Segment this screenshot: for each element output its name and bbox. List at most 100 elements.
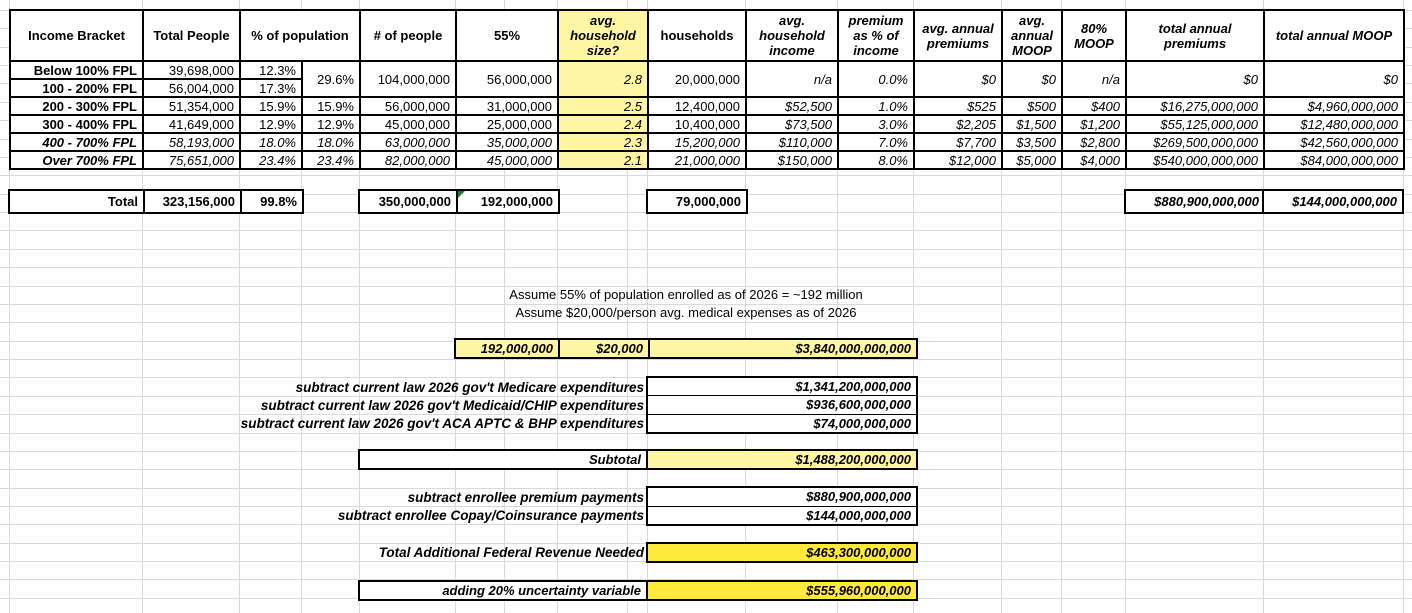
label-subtract-medicare[interactable]: subtract current law 2026 gov't Medicare… xyxy=(295,380,644,395)
cell-r6-pct-b[interactable]: 23.4% xyxy=(301,150,361,170)
cell-r3-pct-a[interactable]: 15.9% xyxy=(239,96,303,116)
cell-m12-80-moop[interactable]: n/a xyxy=(1061,60,1127,98)
cell-r5-avg-moop[interactable]: $3,500 xyxy=(1001,132,1063,152)
header-total-annual-moop[interactable]: total annual MOOP xyxy=(1263,9,1405,62)
cell-r4-enrolled-55[interactable]: 25,000,000 xyxy=(455,114,559,134)
cell-r5-total-moop[interactable]: $42,560,000,000 xyxy=(1263,132,1405,152)
cell-r2-pct[interactable]: 17.3% xyxy=(239,78,303,98)
cell-r4-avg-moop[interactable]: $1,500 xyxy=(1001,114,1063,134)
header-total-people[interactable]: Total People xyxy=(142,9,241,62)
cell-r3-household-size[interactable]: 2.5 xyxy=(557,96,649,116)
cell-r4-pct-b[interactable]: 12.9% xyxy=(301,114,361,134)
cell-subtotal-value[interactable]: $1,488,200,000,000 xyxy=(648,451,916,468)
cell-m12-premium-pct[interactable]: 0.0% xyxy=(837,60,915,98)
cell-m12-avg-income[interactable]: n/a xyxy=(745,60,839,98)
cell-uncertainty-label[interactable]: adding 20% uncertainty variable xyxy=(442,583,641,598)
cell-uncertainty-value[interactable]: $555,960,000,000 xyxy=(648,582,916,599)
cell-r3-households[interactable]: 12,400,000 xyxy=(647,96,747,116)
cell-r4-total-premiums[interactable]: $55,125,000,000 xyxy=(1125,114,1265,134)
header-pct-population[interactable]: % of population xyxy=(239,9,361,62)
cell-enrollee-copay-value[interactable]: $144,000,000,000 xyxy=(648,505,916,525)
header-income-bracket[interactable]: Income Bracket xyxy=(9,9,144,62)
cell-r4-household-size[interactable]: 2.4 xyxy=(557,114,649,134)
cell-r5-households[interactable]: 15,200,000 xyxy=(647,132,747,152)
header-num-people[interactable]: # of people xyxy=(359,9,457,62)
cell-r3-bracket[interactable]: 200 - 300% FPL xyxy=(9,96,144,116)
cell-enrollee-premiums-value[interactable]: $880,900,000,000 xyxy=(806,489,911,505)
cell-total-pct[interactable]: 99.8% xyxy=(240,191,302,212)
cell-r6-premium-pct[interactable]: 8.0% xyxy=(837,150,915,170)
cell-r3-enrolled-55[interactable]: 31,000,000 xyxy=(455,96,559,116)
label-total-revenue-needed[interactable]: Total Additional Federal Revenue Needed xyxy=(378,545,644,560)
header-avg-annual-premiums[interactable]: avg. annual premiums xyxy=(913,9,1003,62)
cell-r5-total-premiums[interactable]: $269,500,000,000 xyxy=(1125,132,1265,152)
header-households[interactable]: households xyxy=(647,9,747,62)
cell-m12-total-moop[interactable]: $0 xyxy=(1263,60,1405,98)
cell-total-annual-premiums[interactable]: $880,900,000,000 xyxy=(1154,194,1259,209)
cell-m12-avg-moop[interactable]: $0 xyxy=(1001,60,1063,98)
cell-r6-total-moop[interactable]: $84,000,000,000 xyxy=(1263,150,1405,170)
cell-r3-avg-income[interactable]: $52,500 xyxy=(745,96,839,116)
cell-m12-avg-premium[interactable]: $0 xyxy=(913,60,1003,98)
cell-r6-bracket[interactable]: Over 700% FPL xyxy=(9,150,144,170)
cell-r6-80-moop[interactable]: $4,000 xyxy=(1061,150,1127,170)
cell-r2-bracket[interactable]: 100 - 200% FPL xyxy=(9,78,144,98)
cell-base-total-expenses[interactable]: $3,840,000,000,000 xyxy=(648,340,916,357)
cell-r4-num-people[interactable]: 45,000,000 xyxy=(359,114,457,134)
cell-base-enrolled[interactable]: 192,000,000 xyxy=(456,340,558,357)
cell-m12-household-size[interactable]: 2.8 xyxy=(557,60,649,98)
cell-r5-avg-income[interactable]: $110,000 xyxy=(745,132,839,152)
label-subtract-aca-aptc-bhp[interactable]: subtract current law 2026 gov't ACA APTC… xyxy=(240,416,644,431)
cell-r6-avg-moop[interactable]: $5,000 xyxy=(1001,150,1063,170)
cell-r6-num-people[interactable]: 82,000,000 xyxy=(359,150,457,170)
cell-total-revenue-value[interactable]: $463,300,000,000 xyxy=(648,544,916,561)
cell-r3-avg-moop[interactable]: $500 xyxy=(1001,96,1063,116)
cell-m12-num-people[interactable]: 104,000,000 xyxy=(359,60,457,98)
cell-r4-avg-income[interactable]: $73,500 xyxy=(745,114,839,134)
cell-r6-total-premiums[interactable]: $540,000,000,000 xyxy=(1125,150,1265,170)
cell-r1-bracket[interactable]: Below 100% FPL xyxy=(9,60,144,80)
cell-r3-total-people[interactable]: 51,354,000 xyxy=(142,96,241,116)
cell-total-enrolled-55[interactable]: 192,000,000 xyxy=(456,191,558,212)
cell-r3-premium-pct[interactable]: 1.0% xyxy=(837,96,915,116)
header-avg-household-income[interactable]: avg. household income xyxy=(745,9,839,62)
cell-r4-households[interactable]: 10,400,000 xyxy=(647,114,747,134)
cell-r4-total-moop[interactable]: $12,480,000,000 xyxy=(1263,114,1405,134)
cell-r5-pct-a[interactable]: 18.0% xyxy=(239,132,303,152)
cell-r3-80-moop[interactable]: $400 xyxy=(1061,96,1127,116)
header-55-pct[interactable]: 55% xyxy=(455,9,559,62)
cell-total-people-sum[interactable]: 323,156,000 xyxy=(143,191,240,212)
cell-r3-total-premiums[interactable]: $16,275,000,000 xyxy=(1125,96,1265,116)
cell-m12-enrolled-55[interactable]: 56,000,000 xyxy=(455,60,559,98)
header-total-annual-premiums[interactable]: total annual premiums xyxy=(1125,9,1265,62)
label-subtract-enrollee-copay[interactable]: subtract enrollee Copay/Coinsurance paym… xyxy=(337,508,644,523)
cell-r1-total-people[interactable]: 39,698,000 xyxy=(142,60,241,80)
cell-r5-pct-b[interactable]: 18.0% xyxy=(301,132,361,152)
cell-m12-pct-combined[interactable]: 29.6% xyxy=(301,60,361,98)
header-avg-annual-moop[interactable]: avg. annual MOOP xyxy=(1001,9,1063,62)
cell-r6-households[interactable]: 21,000,000 xyxy=(647,150,747,170)
assumption-enrollment-text[interactable]: Assume 55% of population enrolled as of … xyxy=(509,287,863,302)
label-subtract-medicaid-chip[interactable]: subtract current law 2026 gov't Medicaid… xyxy=(260,398,644,413)
cell-total-num-people[interactable]: 350,000,000 xyxy=(378,194,451,209)
cell-r3-num-people[interactable]: 56,000,000 xyxy=(359,96,457,116)
cell-r5-household-size[interactable]: 2.3 xyxy=(557,132,649,152)
cell-r3-total-moop[interactable]: $4,960,000,000 xyxy=(1263,96,1405,116)
cell-total-annual-moop[interactable]: $144,000,000,000 xyxy=(1292,194,1397,209)
cell-r5-total-people[interactable]: 58,193,000 xyxy=(142,132,241,152)
label-subtract-enrollee-premiums[interactable]: subtract enrollee premium payments xyxy=(407,490,644,505)
cell-r5-avg-premium[interactable]: $7,700 xyxy=(913,132,1003,152)
cell-r6-avg-premium[interactable]: $12,000 xyxy=(913,150,1003,170)
cell-r3-avg-premium[interactable]: $525 xyxy=(913,96,1003,116)
cell-r6-household-size[interactable]: 2.1 xyxy=(557,150,649,170)
cell-subtotal-label[interactable]: Subtotal xyxy=(589,452,641,467)
cell-m12-total-premiums[interactable]: $0 xyxy=(1125,60,1265,98)
assumption-expenses-text[interactable]: Assume $20,000/person avg. medical expen… xyxy=(515,305,857,320)
cell-total-households[interactable]: 79,000,000 xyxy=(675,194,741,209)
header-premium-pct-income[interactable]: premium as % of income xyxy=(837,9,915,62)
cell-r2-total-people[interactable]: 56,004,000 xyxy=(142,78,241,98)
cell-r6-avg-income[interactable]: $150,000 xyxy=(745,150,839,170)
cell-medicare-value[interactable]: $1,341,200,000,000 xyxy=(795,379,911,395)
cell-r4-premium-pct[interactable]: 3.0% xyxy=(837,114,915,134)
cell-r6-enrolled-55[interactable]: 45,000,000 xyxy=(455,150,559,170)
